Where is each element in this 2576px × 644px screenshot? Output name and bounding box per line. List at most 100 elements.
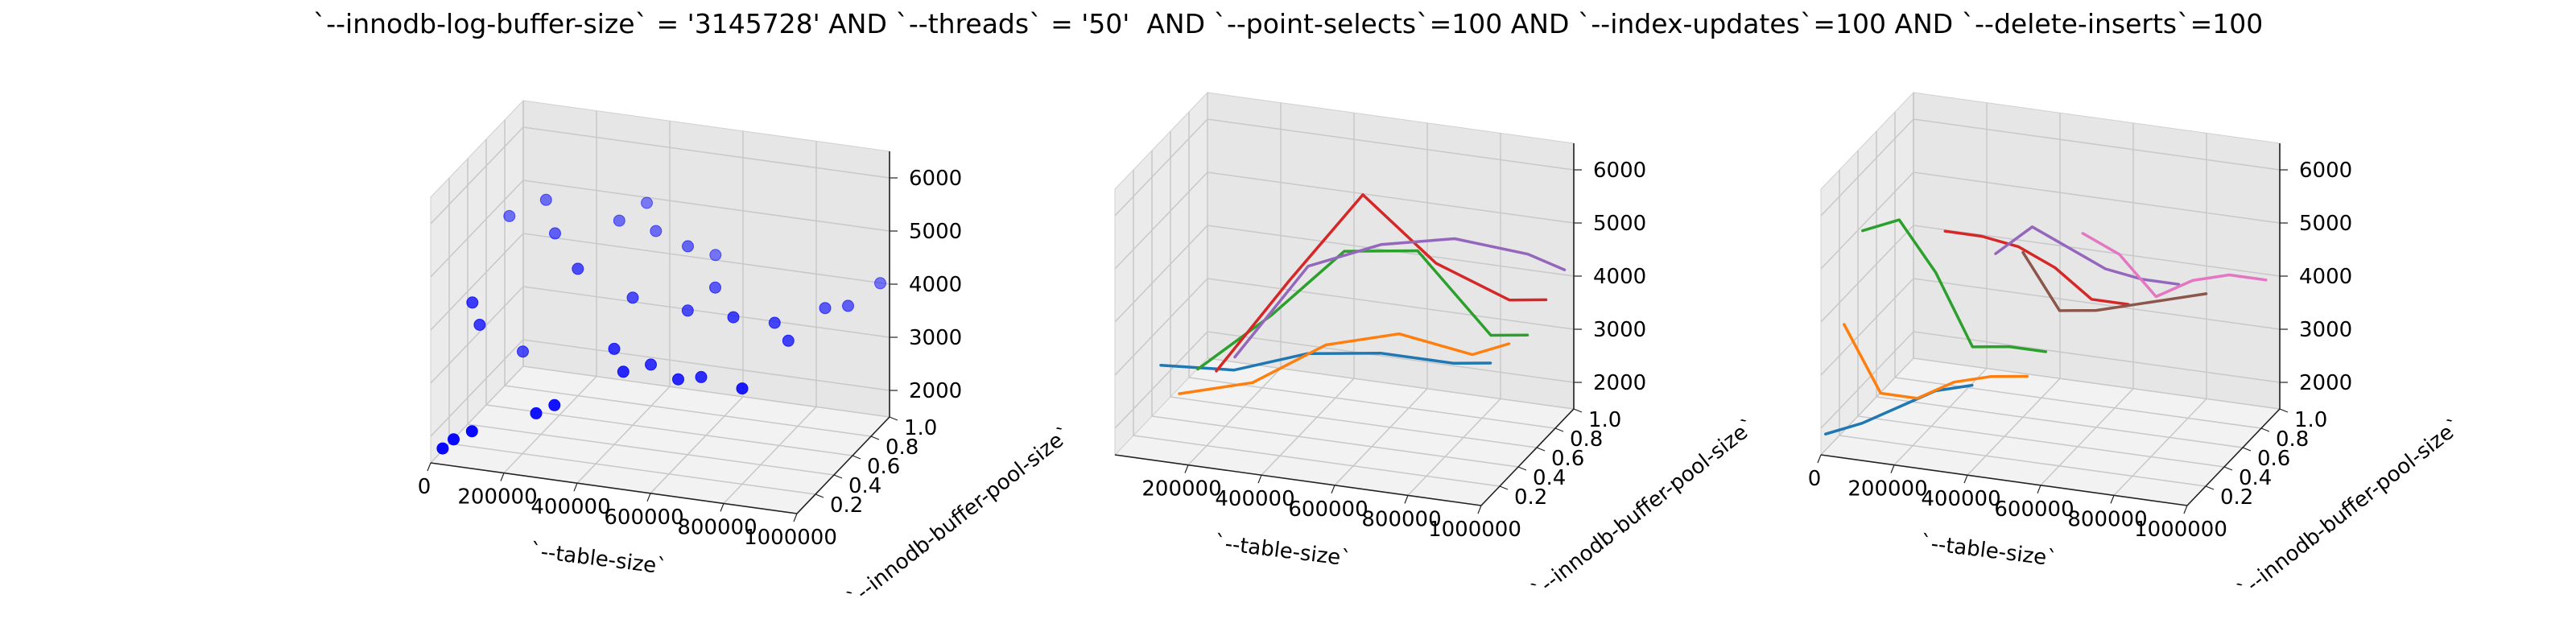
x-tick-label: 200000: [1847, 477, 1927, 502]
scatter-point: [608, 342, 621, 355]
y-tick: [1536, 447, 1546, 452]
x-tick: [2110, 495, 2115, 504]
y-tick-label: 1.0: [1588, 408, 1621, 432]
z-tick-label: 3000: [2299, 318, 2352, 342]
y-tick: [2242, 447, 2252, 452]
x-tick-label: 0: [418, 475, 431, 499]
gridline: [1114, 331, 1575, 429]
gridline: [1114, 118, 1575, 217]
scatter-point: [530, 407, 543, 419]
gridline: [504, 120, 872, 437]
y-tick-label: 0.4: [1533, 466, 1566, 490]
scatter-point: [436, 442, 449, 455]
y-tick: [1499, 485, 1509, 490]
z-tick-label: 4000: [1593, 265, 1646, 289]
y-tick-label: 0.2: [830, 493, 863, 518]
x-tick-label: 1000000: [2134, 518, 2227, 542]
y-tick: [870, 436, 880, 440]
gridline: [1151, 151, 1519, 468]
y-tick: [2260, 427, 2270, 432]
x-tick: [1184, 464, 1189, 473]
scatter-point: [465, 425, 478, 438]
y-tick: [2279, 408, 2289, 413]
y-axis-label: `--innodb-buffer-pool-size`: [844, 422, 1076, 611]
y-tick-label: 0.8: [1570, 427, 1603, 452]
gridline: [1820, 118, 2281, 217]
x-tick-label: 600000: [1994, 497, 2074, 522]
series-line-5: [1233, 237, 1567, 359]
x-tick: [646, 493, 651, 502]
gridline: [448, 178, 816, 495]
gridline: [467, 159, 835, 476]
scatter-point: [736, 382, 749, 395]
x-axis-line: [430, 462, 798, 514]
y-tick-label: 1.0: [904, 416, 937, 440]
y-axis-line: [2186, 408, 2281, 506]
series-line-2: [1178, 332, 1511, 395]
scatter-point: [613, 214, 625, 227]
y-tick: [2205, 485, 2215, 490]
y-tick-label: 0.2: [1514, 485, 1547, 510]
x-tick: [1477, 505, 1482, 514]
gridline: [1114, 225, 1575, 323]
x-tick: [1404, 495, 1409, 504]
z-tick-label: 2000: [2299, 371, 2352, 395]
gridline: [1913, 93, 2281, 410]
scatter-point: [466, 296, 479, 309]
y-tick: [815, 493, 824, 498]
series-line-4: [1215, 193, 1548, 373]
x-tick: [2037, 485, 2041, 494]
figure-title: `--innodb-log-buffer-size` = '3145728' A…: [312, 8, 2264, 39]
x-tick: [2183, 505, 2188, 514]
x-axis-line: [1820, 454, 2188, 506]
z-tick-label: 2000: [909, 379, 962, 403]
y-tick: [2223, 466, 2233, 471]
x-tick-label: 400000: [1921, 487, 2000, 511]
x-tick-label: 0: [1808, 467, 1822, 491]
scatter-point: [681, 304, 694, 317]
y-tick-label: 0.6: [2257, 447, 2290, 471]
scatter-point: [682, 240, 694, 253]
x-tick-label: 200000: [1141, 477, 1221, 502]
y-tick: [852, 455, 861, 460]
z-tick-label: 2000: [1593, 371, 1646, 395]
scatter-point: [503, 209, 516, 222]
scatter-point: [672, 373, 684, 386]
scatter-point: [645, 358, 657, 371]
scatter-point: [695, 370, 708, 383]
series-line-5: [1994, 225, 2181, 286]
scatter-point: [641, 196, 653, 209]
series-line-6: [2021, 250, 2208, 312]
x-tick-label: 800000: [2067, 507, 2147, 531]
y-tick: [1573, 408, 1583, 413]
series-line-1: [1159, 351, 1492, 372]
gridline: [1820, 278, 2281, 376]
scatter-point: [548, 398, 561, 411]
y-axis-line: [796, 416, 890, 514]
y-tick-label: 0.2: [2220, 485, 2253, 510]
gridline: [1820, 225, 2281, 323]
gridline: [1188, 112, 1556, 429]
series-line-2: [1843, 323, 2029, 400]
gridline: [1207, 93, 1575, 410]
z-tick-label: 6000: [1593, 159, 1646, 183]
scatter-point: [709, 249, 722, 262]
scatter-point: [782, 334, 795, 347]
gridline: [1820, 331, 2281, 429]
series-line-3: [1861, 218, 2048, 353]
gridline: [1114, 278, 1575, 376]
scatter-point: [626, 291, 639, 304]
y-tick-label: 1.0: [2294, 408, 2327, 432]
y-tick-label: 0.6: [867, 455, 900, 479]
series-line-1: [1824, 383, 1974, 436]
z-tick-label: 4000: [909, 273, 962, 297]
x-tick-label: 400000: [530, 495, 610, 519]
gridline: [485, 139, 853, 456]
z-tick-label: 6000: [2299, 159, 2352, 183]
y-tick: [833, 474, 843, 479]
x-tick: [1331, 485, 1335, 494]
x-tick-label: 800000: [677, 515, 757, 539]
z-tick-label: 5000: [1593, 212, 1646, 236]
